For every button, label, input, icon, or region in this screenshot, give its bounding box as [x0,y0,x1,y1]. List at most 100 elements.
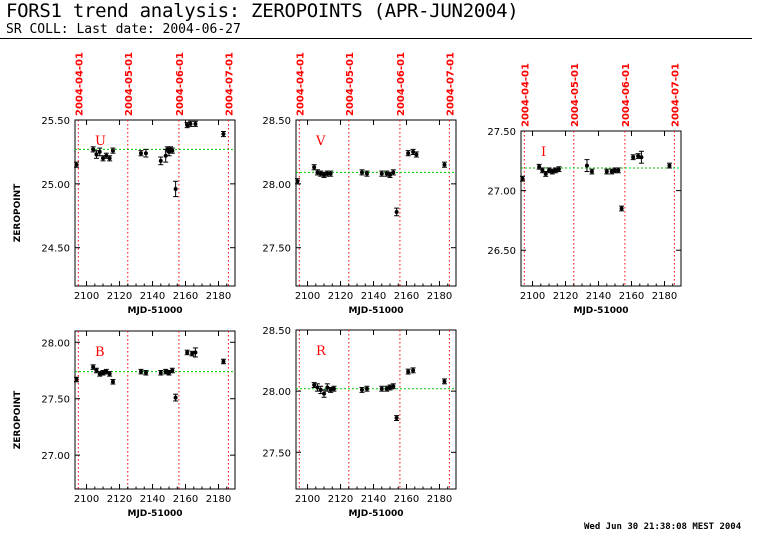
x-tick-label: 2100 [295,494,320,505]
x-tick-label: 2160 [394,291,419,302]
x-tick-label: 2160 [173,494,198,505]
data-point [107,371,112,376]
data-point [325,171,330,176]
data-point [556,167,561,172]
data-point [158,370,163,375]
band-label: I [541,145,546,160]
data-point [74,377,79,382]
page-subtitle: SR COLL: Last date: 2004-06-27 [6,22,241,37]
data-point [185,350,190,355]
x-tick-label: 2180 [427,291,452,302]
y-tick-label: 28.00 [41,338,70,349]
data-point [188,121,193,126]
panel-i: 2004-04-01 2004-05-01 2004-06-01 2004-07-01… [487,63,682,316]
x-tick-label: 2100 [520,291,545,302]
data-point [325,385,330,390]
y-tick-label: 27.00 [487,187,516,198]
panel-r: 2100 2120 2140 2160 2180 27.50 28.00 28.50 MJD-5… [262,326,457,519]
data-point [143,370,148,375]
x-tick-label: 2100 [74,291,99,302]
data-point [221,132,226,137]
y-tick-label: 27.50 [41,395,70,406]
plot-frame [295,329,457,490]
x-tick-label: 2140 [361,291,386,302]
date-marker-label: 2004-07-01 [224,52,235,116]
data-point [138,151,143,156]
data-point [391,384,396,389]
y-tick-label: 24.50 [41,244,70,255]
panel-v: 2004-04-01 2004-05-01 2004-06-01 2004-07-01… [262,52,457,316]
x-tick-label: 2160 [173,291,198,302]
y-tick-label: 27.50 [487,127,516,138]
data-point [107,156,112,161]
data-point [101,156,106,161]
data-point [158,158,163,163]
title-divider [0,38,752,39]
date-marker-label: 2004-06-01 [621,63,632,127]
data-point [190,351,195,356]
x-tick-label: 2160 [619,291,644,302]
plot-frame [520,130,682,287]
data-point [193,121,198,126]
x-axis-label: MJD-51000 [574,306,629,316]
data-point [442,379,447,384]
panel-b: 2100 2120 2140 2160 2180 27.00 27.50 28.00 MJD-5… [13,330,236,519]
data-point [221,359,226,364]
x-axis-label: MJD-51000 [349,306,404,316]
data-point [442,162,447,167]
timestamp: Wed Jun 30 21:38:08 MEST 2004 [584,522,742,532]
data-point [295,179,300,184]
data-point [636,154,641,159]
data-point [322,391,327,396]
plot-frame [295,119,457,287]
data-point [110,379,115,384]
x-tick-label: 2120 [328,494,353,505]
data-point [388,172,393,177]
date-marker-label: 2004-07-01 [445,52,456,116]
y-axis-label: ZEROPOINT [13,390,23,449]
data-point [364,171,369,176]
data-point [318,387,323,392]
data-point [173,395,178,400]
x-tick-label: 2140 [140,291,165,302]
data-point [639,155,644,160]
y-tick-label: 28.00 [262,180,291,191]
data-point [170,368,175,373]
y-tick-label: 25.50 [41,116,70,127]
date-marker-label: 2004-04-01 [295,52,306,116]
data-point [170,148,175,153]
data-point [359,170,364,175]
data-point [613,168,618,173]
band-label: B [95,345,105,360]
date-marker-label: 2004-05-01 [124,52,135,116]
y-axis-label: ZEROPOINT [13,183,23,242]
x-tick-label: 2100 [295,291,320,302]
y-tick-label: 27.50 [262,244,291,255]
data-point [193,350,198,355]
y-tick-label: 25.00 [41,180,70,191]
data-point [584,163,589,168]
x-tick-label: 2120 [107,291,132,302]
data-point [394,416,399,421]
plot-frame [74,119,236,287]
data-point [394,209,399,214]
data-point [173,186,178,191]
data-point [104,153,109,158]
page-title: FORS1 trend analysis: ZEROPOINTS (APR-JU… [6,0,519,22]
data-point [520,176,525,181]
x-axis-label: MJD-51000 [128,509,183,519]
x-tick-label: 2160 [394,494,419,505]
x-tick-label: 2120 [107,494,132,505]
data-point [406,369,411,374]
date-marker-label: 2004-05-01 [570,63,581,127]
data-point [97,149,102,154]
data-point [167,370,172,375]
data-point [359,387,364,392]
band-label: V [315,134,326,149]
data-point [163,153,168,158]
data-point [414,152,419,157]
data-point [331,386,336,391]
x-tick-label: 2120 [328,291,353,302]
data-point [328,171,333,176]
